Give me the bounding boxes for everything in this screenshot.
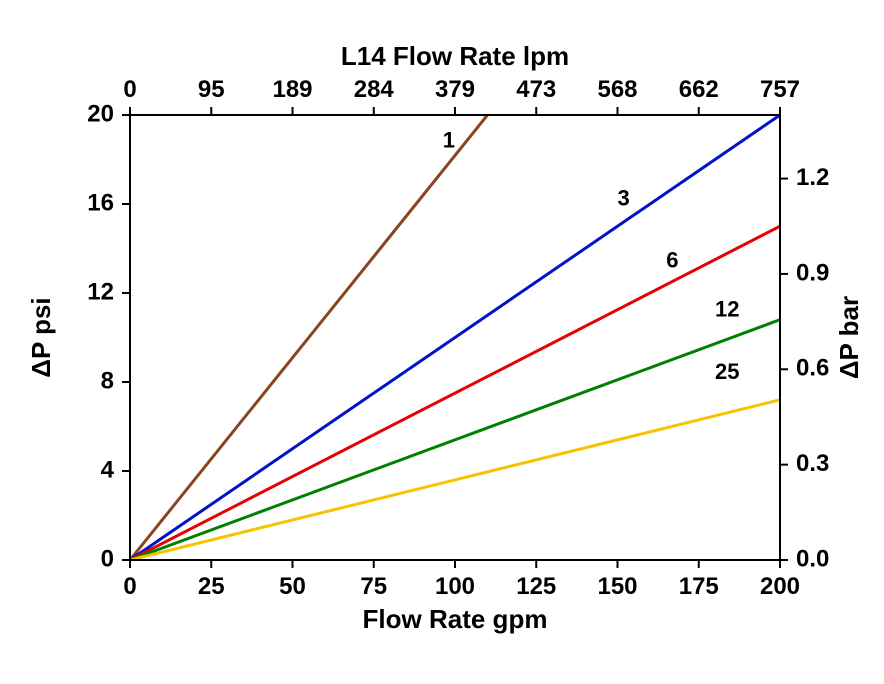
- y-right-tick-label: 0.3: [796, 450, 829, 477]
- x-bottom-tick-label: 150: [597, 573, 637, 600]
- x-top-tick-label: 568: [597, 76, 637, 103]
- y-right-axis-title: ΔP bar: [834, 296, 864, 379]
- x-bottom-tick-label: 75: [360, 573, 387, 600]
- x-top-tick-label: 284: [354, 76, 395, 103]
- x-top-tick-label: 95: [198, 76, 225, 103]
- y-right-tick-label: 0.9: [796, 259, 829, 286]
- y-left-tick-label: 20: [87, 100, 114, 127]
- x-bottom-tick-label: 50: [279, 573, 306, 600]
- y-left-tick-label: 4: [101, 456, 115, 483]
- y-left-tick-label: 0: [101, 545, 114, 572]
- y-right-tick-label: 1.2: [796, 164, 829, 191]
- x-bottom-tick-label: 100: [435, 573, 475, 600]
- top-axis-title: L14 Flow Rate lpm: [341, 41, 569, 71]
- x-bottom-tick-label: 0: [123, 573, 136, 600]
- y-left-axis-title: ΔP psi: [26, 297, 56, 377]
- x-bottom-tick-label: 25: [198, 573, 225, 600]
- x-top-tick-label: 189: [272, 76, 312, 103]
- y-left-tick-label: 16: [87, 189, 114, 216]
- series-label-12: 12: [715, 297, 739, 322]
- y-right-tick-label: 0.0: [796, 545, 829, 572]
- line-chart: 13612250255075100125150175200Flow Rate g…: [0, 0, 884, 684]
- series-label-3: 3: [618, 185, 630, 210]
- x-bottom-tick-label: 175: [679, 573, 719, 600]
- series-label-1: 1: [443, 128, 455, 153]
- x-top-tick-label: 379: [435, 76, 475, 103]
- chart-container: 13612250255075100125150175200Flow Rate g…: [0, 0, 884, 684]
- x-bottom-tick-label: 125: [516, 573, 556, 600]
- x-top-tick-label: 757: [760, 76, 800, 103]
- series-label-6: 6: [666, 248, 678, 273]
- y-left-tick-label: 12: [87, 278, 114, 305]
- x-bottom-tick-label: 200: [760, 573, 800, 600]
- x-top-tick-label: 0: [123, 76, 136, 103]
- x-bottom-axis-title: Flow Rate gpm: [363, 604, 548, 634]
- x-top-tick-label: 473: [516, 76, 556, 103]
- y-left-tick-label: 8: [101, 367, 114, 394]
- y-right-tick-label: 0.6: [796, 355, 829, 382]
- x-top-tick-label: 662: [679, 76, 719, 103]
- series-label-25: 25: [715, 359, 739, 384]
